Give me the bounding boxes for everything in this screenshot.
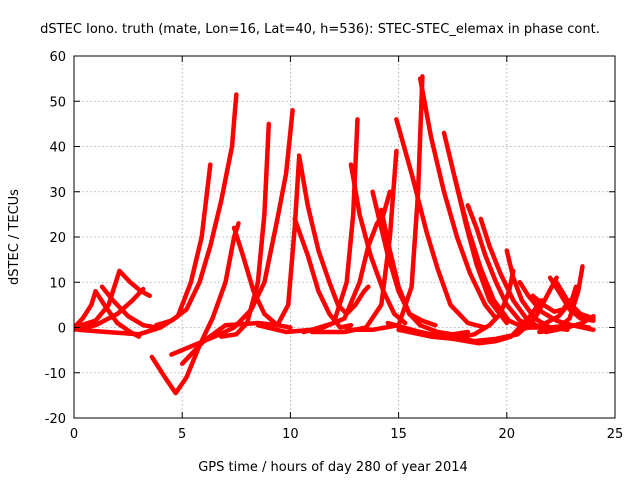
x-tick-label: 5 xyxy=(178,427,186,442)
data-series-17 xyxy=(348,162,408,326)
y-tick-label: 50 xyxy=(49,95,66,110)
y-tick-label: 30 xyxy=(49,186,66,201)
data-series-21 xyxy=(379,207,471,337)
axis-ticks: 0 5 10 15 20 25 -20 -10 0 10 20 30 40 50 60 xyxy=(45,50,624,442)
y-tick-label: 0 xyxy=(58,322,66,337)
data-series-13 xyxy=(292,216,354,330)
x-tick-label: 0 xyxy=(70,427,78,442)
y-tick-label: 40 xyxy=(49,141,66,156)
data-series-30 xyxy=(450,275,559,344)
data-series-8 xyxy=(153,92,239,328)
data-series-6 xyxy=(76,162,213,337)
data-series-39 xyxy=(526,322,596,333)
y-tick-label: -10 xyxy=(45,367,66,382)
y-axis-label: dSTEC / TECUs xyxy=(7,189,22,285)
x-tick-label: 15 xyxy=(390,427,407,442)
chart-title: dSTEC Iono. truth (mate, Lon=16, Lat=40,… xyxy=(40,22,600,37)
data-series-15 xyxy=(255,117,360,335)
data-series-5 xyxy=(74,268,152,330)
x-tick-label: 25 xyxy=(607,427,624,442)
data-series-4 xyxy=(74,286,146,333)
x-tick-label: 20 xyxy=(499,427,516,442)
data-series-25 xyxy=(452,175,527,330)
data-series-29 xyxy=(385,298,544,346)
data-series-7 xyxy=(149,221,241,396)
y-tick-label: 20 xyxy=(49,231,66,246)
y-tick-label: 60 xyxy=(49,50,66,65)
x-tick-label: 10 xyxy=(282,427,299,442)
data-series-layer xyxy=(74,74,596,396)
data-series-26 xyxy=(465,203,542,330)
data-series-12 xyxy=(179,155,302,366)
x-axis-label: GPS time / hours of day 280 of year 2014 xyxy=(198,460,468,475)
data-series-23 xyxy=(417,76,499,321)
y-tick-label: 10 xyxy=(49,276,66,291)
y-tick-label: -20 xyxy=(45,412,66,427)
data-series-1 xyxy=(74,289,98,330)
data-series-22 xyxy=(394,117,488,330)
data-series-19 xyxy=(309,148,399,335)
